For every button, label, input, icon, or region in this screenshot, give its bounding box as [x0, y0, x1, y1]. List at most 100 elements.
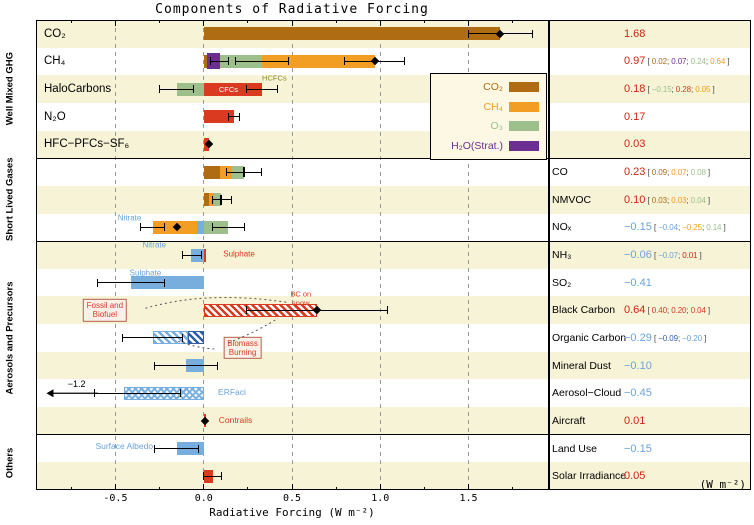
whisker	[203, 475, 222, 477]
row-label-ch4: CH₄	[44, 55, 66, 68]
bar-n2o	[203, 110, 234, 124]
value-part: 0.40	[651, 306, 667, 316]
bar-nmvoc	[203, 193, 209, 207]
value-main: −0.10	[624, 359, 652, 372]
whisker-cap	[153, 444, 155, 453]
legend-label: O₃	[490, 120, 503, 133]
value-main: 0.05	[624, 470, 646, 483]
value-part: −0.04	[658, 223, 678, 233]
whisker-cap	[261, 168, 263, 177]
whisker	[140, 226, 165, 228]
row-label-nox: NOₓ	[552, 221, 572, 234]
axis-minor-tick	[423, 487, 425, 490]
row-value-organic-carbon: −0.29 [ −0.09; −0.20 ]	[624, 332, 706, 344]
axis-minor-tick	[159, 20, 161, 23]
whisker	[246, 88, 278, 90]
value-part: 0.03	[651, 195, 667, 205]
row-value-hfc-pfcs-sf6: 0.03	[624, 138, 645, 150]
legend-label: CO₂	[483, 80, 503, 93]
row-value-co: 0.23 [ 0.09; 0.07; 0.08 ]	[624, 166, 710, 178]
axis-minor-tick	[512, 487, 514, 490]
axis-minor-tick	[247, 20, 249, 23]
whisker-cap	[182, 251, 184, 259]
section-divider	[36, 434, 751, 436]
row-value-aircraft: 0.01	[624, 415, 645, 427]
row-value-halocarbons: 0.18 [ −0.15; 0.28; 0.05 ]	[624, 83, 715, 95]
marker-tick	[220, 194, 223, 205]
value-part: 0.04	[690, 306, 706, 316]
plot-border	[36, 20, 751, 490]
value-main: 0.01	[624, 414, 646, 427]
bar-co	[219, 165, 232, 179]
row-label-solar-irradiance: Solar Irradiance	[552, 470, 627, 483]
whisker-cap	[245, 306, 247, 315]
row-label-so2: SO₂	[552, 276, 572, 289]
annotation-bc-on-snow: BC on snow	[290, 289, 312, 308]
gridline	[468, 20, 470, 490]
row-band-nmvoc	[37, 185, 750, 214]
whisker-cap	[245, 85, 247, 94]
row-value-nh3: −0.06 [ −0.07; 0.01 ]	[624, 249, 702, 261]
axis-tick	[379, 484, 381, 490]
annotation-surface-albedo: Surface Albedo	[95, 440, 154, 451]
row-label-nh3: NH₃	[552, 249, 572, 261]
axis-tick-label: 0.0	[194, 493, 213, 504]
value-breakdown: [ 0.40; 0.20; 0.04 ]	[645, 306, 711, 316]
row-label-n2o: N₂O	[44, 110, 66, 123]
axis-minor-tick	[247, 487, 249, 490]
whisker	[228, 116, 240, 118]
whisker-cap	[386, 306, 388, 315]
value-part: −0.20	[682, 333, 702, 343]
whisker-cap	[212, 223, 214, 232]
whisker-cap	[344, 57, 346, 66]
group-label-well-mixed-ghg: Well Mixed GHG	[4, 52, 16, 126]
value-part: −0.15	[651, 85, 672, 95]
annotation-nitrate: Nitrate	[117, 213, 142, 223]
whisker-cap	[164, 223, 166, 232]
value-main: 0.10	[624, 193, 646, 206]
row-value-n2o: 0.17	[624, 111, 645, 123]
row-value-ch4: 0.97 [ 0.02; 0.07; 0.24; 0.64 ]	[624, 55, 730, 67]
whisker	[210, 60, 229, 62]
group-label-others: Others	[4, 447, 16, 478]
row-band-solar-irradiance	[37, 462, 750, 490]
value-part: 0.28	[675, 85, 691, 95]
row-band-aircraft	[37, 407, 750, 435]
value-main: −0.15	[624, 442, 652, 455]
section-divider	[36, 157, 751, 159]
row-value-co2: 1.68	[624, 28, 645, 40]
value-breakdown: [ 0.03; 0.03; 0.04 ]	[645, 195, 711, 205]
legend-label: H₂O(Strat.)	[451, 140, 503, 153]
value-breakdown: [ −0.04; −0.25; 0.14 ]	[651, 223, 726, 233]
legend-item: CH₄	[438, 101, 539, 113]
value-main: 0.03	[624, 138, 646, 151]
row-value-nmvoc: 0.10 [ 0.03; 0.03; 0.04 ]	[624, 194, 710, 206]
gridline	[379, 20, 381, 490]
value-part: 0.05	[695, 85, 711, 95]
value-main: 1.68	[624, 27, 646, 40]
whisker-cap	[226, 168, 228, 177]
bar-nmvoc	[209, 193, 215, 207]
value-part: 0.20	[671, 306, 687, 316]
axis-tick-label: 1.0	[371, 493, 390, 504]
whisker	[97, 282, 165, 284]
value-breakdown: [ −0.15; 0.28; 0.05 ]	[645, 85, 715, 95]
row-label-mineral-dust: Mineral Dust	[552, 359, 611, 372]
value-part: 0.24	[690, 57, 706, 67]
panel-divider	[548, 20, 550, 490]
bar-co	[203, 165, 220, 179]
whisker-cap	[238, 112, 240, 121]
annotation-erfaci: ERFaci	[218, 387, 246, 398]
row-label-co2: CO₂	[44, 27, 66, 40]
value-main: −0.29	[624, 331, 652, 344]
row-value-nox: −0.15 [ −0.04; −0.25; 0.14 ]	[624, 221, 726, 233]
axis-tick	[203, 484, 205, 490]
annotation-sulphate: Sulphate	[223, 249, 255, 259]
axis-tick	[379, 20, 381, 26]
chart-title: Components of Radiative Forcing	[155, 2, 429, 17]
whisker-cap	[180, 389, 182, 398]
value-main: 0.23	[624, 166, 646, 179]
axis-tick	[203, 20, 205, 26]
whisker	[94, 392, 181, 394]
